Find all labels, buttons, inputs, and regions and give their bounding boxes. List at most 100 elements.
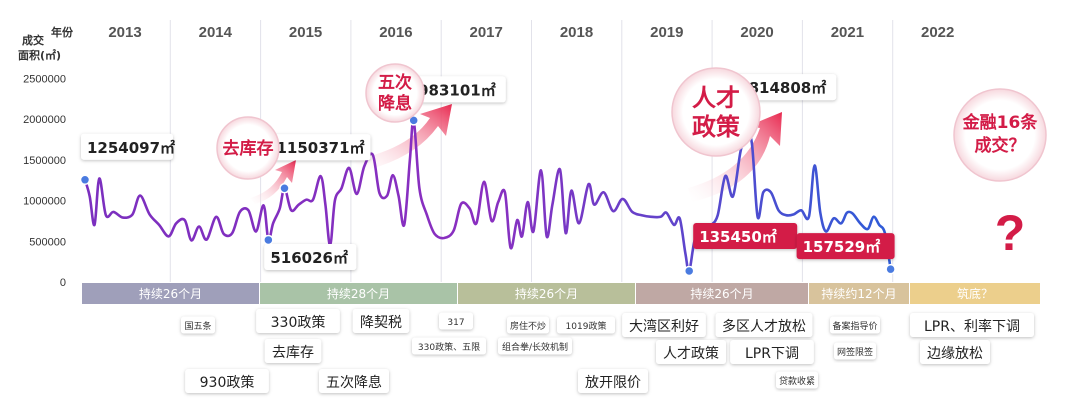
policy-box (185, 369, 269, 393)
callout-box (81, 133, 173, 160)
highlight-markers: 1254097㎡ 516026㎡ 1150371㎡ 1983101㎡ 135450㎡ 18… (79, 74, 896, 277)
callout-box (270, 134, 371, 161)
bubble-2-line1: 五次 (378, 72, 412, 93)
arrow-1 (250, 160, 296, 204)
policy-label: 1019政策 (566, 320, 607, 332)
policy-label: 多区人才放松 (722, 318, 806, 335)
bubble-3-line1: 人才 (692, 84, 740, 112)
callout: 516026㎡ (263, 234, 357, 270)
callout-box (693, 222, 798, 249)
policy-label: 330政策、五限 (418, 341, 480, 353)
policy-box (920, 340, 990, 364)
policy-label: 网签限签 (837, 346, 873, 358)
policy-box (830, 316, 880, 334)
policy-label: 降契税 (360, 315, 402, 331)
callout-label: 1150371㎡ (277, 139, 365, 157)
period-bar (809, 283, 909, 304)
policy-label: 边缘放松 (927, 346, 983, 362)
highlight-point (885, 263, 896, 275)
policy-box (656, 340, 726, 364)
policy-label: LPR、利率下调 (924, 318, 1020, 335)
y-axis-caption-1: 成交 (22, 33, 44, 47)
policy-label: 930政策 (200, 374, 255, 391)
period-bars: 持续26个月 持续28个月 持续26个月 持续26个月 持续约12个月 筑底？ (82, 283, 1040, 304)
policy-box (578, 369, 648, 393)
policy-box (834, 342, 876, 360)
policy-box (557, 316, 615, 334)
policy-label: 组合拳/长效机制 (502, 341, 568, 353)
year-label: 2022 (921, 24, 954, 41)
period-label: 持续26个月 (139, 286, 202, 301)
year-label: 2018 (560, 24, 593, 41)
callout-label: 157529㎡ (803, 238, 881, 256)
year-label: 2015 (289, 24, 322, 41)
series-line (83, 118, 892, 273)
bubble-wuci: 五次 降息 (365, 63, 425, 123)
period-bar (636, 283, 808, 304)
policy-box (498, 337, 572, 355)
y-tick-label: 1500000 (23, 155, 66, 167)
policy-label: 贷款收紧 (779, 375, 815, 387)
highlight-point (263, 234, 274, 246)
bubble-1-text: 去库存 (223, 138, 274, 159)
year-label: 2016 (379, 24, 412, 41)
bubble-2-line2: 降息 (378, 93, 412, 114)
highlight-point (279, 182, 290, 194)
arrow-3 (688, 112, 782, 202)
year-label: 2014 (199, 24, 233, 41)
policy-label: 去库存 (272, 345, 314, 361)
policy-box (439, 312, 473, 330)
bubble-rencai: 人才 政策 (671, 67, 761, 157)
bubble-jinrong: 金融16条 成交？ (953, 88, 1047, 182)
policy-label: 330政策 (271, 314, 326, 331)
y-tick-label: 500000 (29, 236, 66, 248)
policy-label: 房住不炒 (510, 320, 546, 332)
policy-box (412, 337, 486, 355)
policy-box (319, 369, 389, 393)
policy-box (776, 371, 818, 389)
arrow-2 (355, 104, 452, 172)
callout-label: 135450㎡ (699, 228, 777, 246)
year-separator-lines (169, 20, 894, 282)
callout-box (401, 76, 506, 103)
policy-box (181, 316, 215, 334)
y-axis-caption-2: 面积(㎡) (18, 48, 61, 62)
period-label: 持续约12个月 (821, 286, 896, 301)
year-labels: 2013 2014 2015 2016 2017 2018 2019 2020 2021 2022 (108, 24, 954, 41)
period-bar (458, 283, 635, 304)
period-bar (260, 283, 457, 304)
policy-box (730, 340, 814, 364)
year-label: 2019 (650, 24, 683, 41)
y-tick-label: 0 (60, 277, 66, 289)
policy-label: 人才政策 (663, 345, 719, 362)
policy-label: 五次降息 (326, 374, 382, 391)
year-label: 2013 (108, 24, 141, 41)
bubble-4-line1: 金融16条 (962, 112, 1039, 133)
callout-box (796, 233, 895, 260)
policy-label: 备案指导价 (832, 320, 877, 332)
policy-label: 大湾区利好 (629, 318, 699, 335)
y-tick-label: 2000000 (23, 114, 66, 126)
policy-label: 放开限价 (585, 375, 641, 391)
callout-label: 516026㎡ (270, 249, 348, 267)
period-bar (82, 283, 259, 304)
policy-box (352, 309, 410, 333)
callout-label: 1983101㎡ (408, 81, 496, 99)
callout-label: 1814808㎡ (738, 79, 826, 97)
question-mark: ? (995, 205, 1026, 261)
policy-box (507, 316, 549, 334)
period-label: 筑底？ (957, 286, 993, 301)
policy-box (910, 313, 1034, 337)
period-bar (910, 283, 1040, 304)
policy-label: 国五条 (184, 320, 211, 332)
year-label: 2021 (831, 24, 864, 41)
year-label: 2017 (470, 24, 503, 41)
period-label: 持续28个月 (327, 286, 390, 301)
callout-box (732, 74, 837, 101)
highlight-point (683, 265, 695, 277)
callout: 1254097㎡ (79, 133, 175, 186)
bubble-4-line2: 成交？ (975, 135, 1026, 156)
x-axis-caption: 年份 (51, 25, 74, 39)
